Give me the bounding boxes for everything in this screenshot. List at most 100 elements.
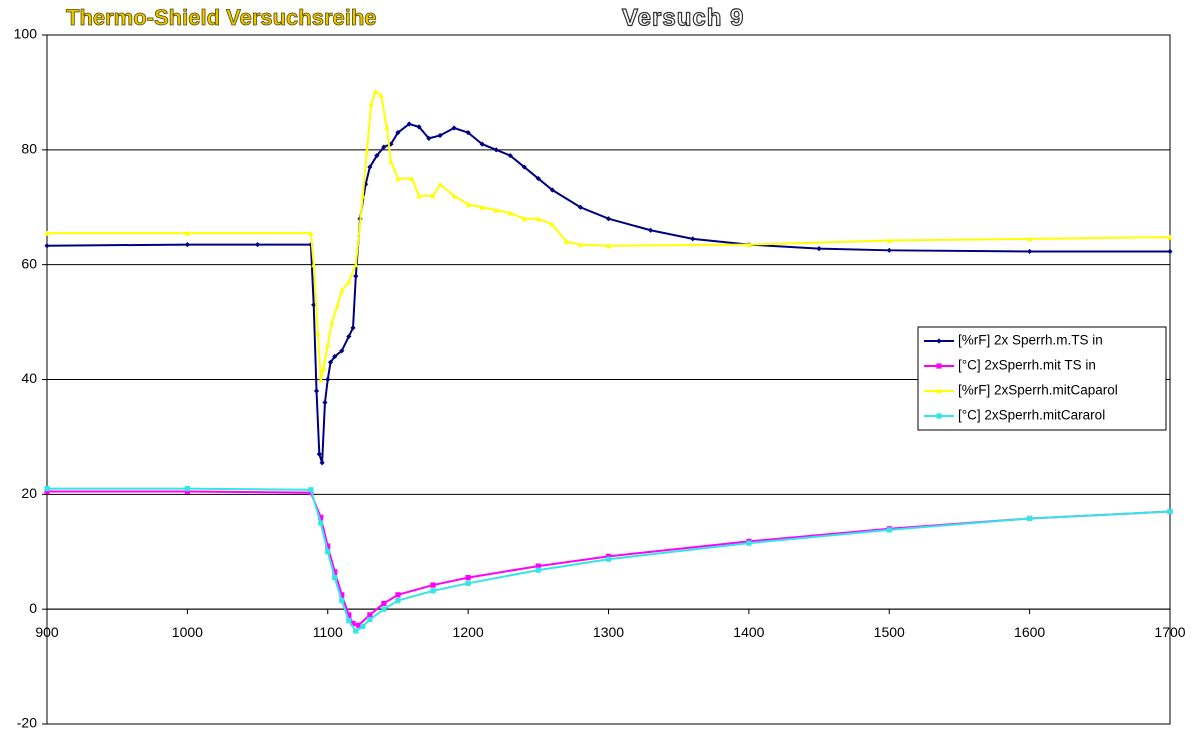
legend-label: [%rF] 2xSperrh.mitCaparol	[958, 383, 1118, 398]
y-tick-label: 80	[21, 141, 37, 157]
point	[320, 365, 327, 371]
point	[44, 488, 50, 495]
y-tick-label: 100	[14, 26, 38, 42]
point	[332, 569, 338, 575]
point	[325, 543, 331, 549]
point	[308, 487, 314, 493]
point	[886, 237, 892, 244]
plot-border	[46, 34, 1171, 725]
point	[346, 279, 352, 285]
point	[332, 574, 338, 581]
legend-box	[917, 326, 1167, 431]
point	[493, 207, 499, 213]
point	[381, 606, 387, 612]
point	[329, 319, 335, 325]
point	[381, 600, 387, 607]
y-tick-label: 0	[29, 600, 37, 616]
point	[521, 164, 527, 170]
point	[322, 399, 328, 406]
point	[367, 616, 373, 623]
x-tick-label: 1700	[1154, 624, 1185, 640]
point	[577, 204, 584, 210]
x-tick-label: 1500	[874, 624, 905, 640]
point	[339, 287, 345, 294]
point	[1167, 508, 1173, 515]
point	[315, 330, 321, 337]
point	[605, 556, 612, 562]
x-tick-label: 1100	[313, 624, 343, 640]
point	[605, 553, 612, 559]
point	[465, 130, 471, 136]
point	[318, 520, 324, 526]
point	[353, 273, 359, 279]
legend-label: [%rF] 2x Sperrh.m.TS in	[958, 333, 1103, 348]
point	[416, 193, 422, 199]
point	[325, 342, 331, 348]
y-tick-label: -20	[17, 715, 37, 731]
point	[451, 193, 457, 199]
point	[44, 485, 50, 492]
point	[465, 201, 471, 207]
point	[353, 628, 359, 634]
point	[381, 144, 387, 150]
point	[339, 597, 345, 604]
point	[360, 193, 366, 199]
point	[535, 216, 541, 222]
point	[350, 620, 356, 627]
point	[311, 262, 317, 268]
point	[346, 612, 352, 618]
point	[437, 181, 443, 187]
point	[254, 241, 261, 248]
point	[184, 488, 190, 495]
point	[507, 152, 513, 159]
point	[1027, 236, 1033, 242]
point	[367, 164, 373, 170]
point	[395, 592, 401, 598]
point	[535, 175, 541, 182]
point	[184, 485, 190, 492]
series-line	[46, 122, 1170, 464]
point	[308, 241, 314, 248]
point	[746, 540, 752, 546]
point	[409, 175, 415, 182]
point	[339, 592, 345, 598]
point	[577, 241, 584, 248]
point	[395, 130, 401, 136]
point	[318, 376, 324, 383]
y-tick-label: 20	[21, 485, 37, 501]
point	[395, 175, 401, 182]
point	[360, 623, 366, 629]
point	[378, 92, 384, 98]
point	[316, 451, 322, 457]
chart-title: Thermo-Shield Versuchsreihe	[66, 5, 377, 30]
legend-label: [°C] 2xSperrh.mit TS in	[958, 358, 1096, 373]
point	[430, 193, 436, 199]
point	[346, 333, 352, 340]
legend-marker	[936, 338, 942, 344]
point	[549, 221, 555, 228]
point	[479, 204, 485, 210]
point	[184, 230, 190, 236]
legend-marker	[936, 388, 942, 394]
point	[430, 588, 436, 594]
point	[746, 241, 752, 248]
y-tick-label: 60	[21, 255, 37, 271]
point	[364, 147, 370, 153]
point	[356, 622, 362, 628]
point	[690, 236, 696, 242]
point	[563, 239, 569, 245]
legend-marker	[936, 413, 942, 419]
point	[319, 460, 325, 466]
point	[1027, 248, 1033, 255]
point	[327, 359, 334, 365]
point	[816, 245, 822, 252]
chart-subtitle: Versuch 9	[622, 4, 744, 31]
point	[648, 227, 654, 233]
point	[334, 302, 341, 308]
point	[605, 216, 612, 222]
point	[465, 574, 471, 581]
point	[388, 141, 394, 147]
point	[395, 597, 401, 604]
point	[886, 527, 892, 533]
